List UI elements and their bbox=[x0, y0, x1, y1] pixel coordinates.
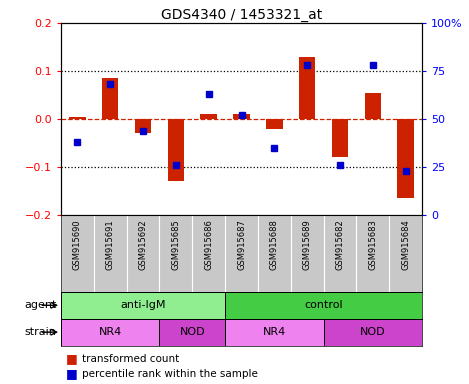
Text: transformed count: transformed count bbox=[82, 354, 179, 364]
Text: GSM915688: GSM915688 bbox=[270, 219, 279, 270]
Text: anti-IgM: anti-IgM bbox=[120, 300, 166, 310]
Bar bbox=[69, 117, 85, 119]
Title: GDS4340 / 1453321_at: GDS4340 / 1453321_at bbox=[161, 8, 322, 22]
Text: GSM915690: GSM915690 bbox=[73, 219, 82, 270]
Bar bbox=[61, 292, 225, 319]
Text: GSM915684: GSM915684 bbox=[401, 219, 410, 270]
Text: NOD: NOD bbox=[360, 327, 386, 337]
Bar bbox=[364, 93, 381, 119]
Text: GSM915692: GSM915692 bbox=[138, 219, 148, 270]
Bar bbox=[225, 292, 422, 319]
Text: GSM915682: GSM915682 bbox=[335, 219, 345, 270]
Text: GSM915687: GSM915687 bbox=[237, 219, 246, 270]
Text: NOD: NOD bbox=[180, 327, 205, 337]
Text: GSM915691: GSM915691 bbox=[106, 219, 115, 270]
Text: strain: strain bbox=[24, 327, 56, 337]
Bar bbox=[135, 119, 151, 134]
Bar bbox=[167, 119, 184, 182]
Bar bbox=[397, 119, 414, 198]
Text: ■: ■ bbox=[66, 352, 82, 365]
Text: GSM915683: GSM915683 bbox=[368, 219, 378, 270]
Text: GSM915685: GSM915685 bbox=[171, 219, 181, 270]
Text: percentile rank within the sample: percentile rank within the sample bbox=[82, 369, 258, 379]
Bar bbox=[332, 119, 348, 157]
Text: GSM915686: GSM915686 bbox=[204, 219, 213, 270]
Text: NR4: NR4 bbox=[263, 327, 286, 337]
Bar bbox=[299, 57, 315, 119]
Bar bbox=[159, 319, 225, 346]
Text: agent: agent bbox=[24, 300, 56, 310]
Text: NR4: NR4 bbox=[98, 327, 122, 337]
Text: ■: ■ bbox=[66, 367, 82, 381]
Text: control: control bbox=[304, 300, 343, 310]
Bar bbox=[200, 114, 217, 119]
Text: GSM915689: GSM915689 bbox=[303, 219, 312, 270]
Bar bbox=[324, 319, 422, 346]
Bar bbox=[233, 114, 250, 119]
Bar bbox=[102, 78, 118, 119]
Bar bbox=[266, 119, 282, 129]
Bar bbox=[225, 319, 324, 346]
Bar bbox=[61, 319, 159, 346]
